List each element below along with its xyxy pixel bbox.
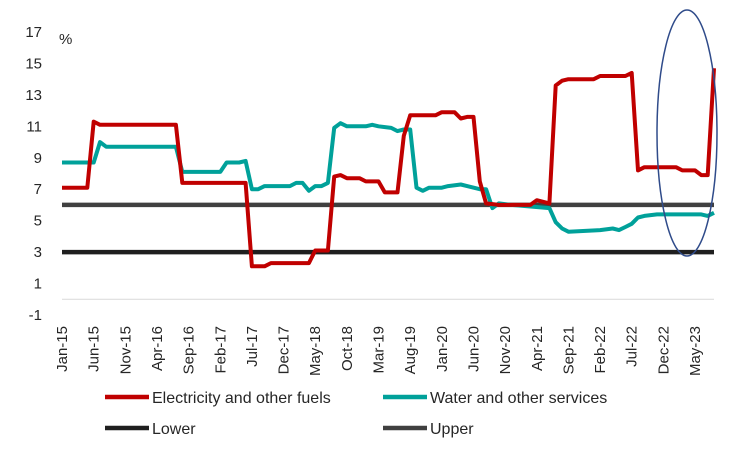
x-axis: Jan-15 Jun-15 Nov-15 Apr-16 Sep-16 Feb-17 Jul-…: [54, 326, 704, 376]
x-tick-label: Jul-22: [624, 326, 641, 367]
legend-label: Upper: [430, 421, 474, 438]
legend-label: Electricity and other fuels: [152, 390, 331, 407]
x-tick-label: Aug-19: [402, 326, 419, 374]
legend-label: Lower: [152, 421, 196, 438]
x-tick-label: Jul-17: [244, 326, 261, 367]
x-tick-label: Jan-20: [434, 326, 451, 372]
y-tick-label: 5: [34, 213, 42, 230]
legend: Electricity and other fuels Water and oth…: [105, 390, 607, 438]
x-tick-label: Sep-21: [560, 326, 577, 374]
x-tick-label: Sep-16: [181, 326, 198, 374]
x-tick-label: Jan-15: [54, 326, 71, 372]
x-tick-label: Jun-15: [86, 326, 103, 372]
x-tick-label: May-18: [307, 326, 324, 376]
legend-label: Water and other services: [430, 390, 607, 407]
x-tick-label: Mar-19: [371, 326, 388, 374]
y-tick-label: 11: [26, 118, 42, 135]
x-tick-label: Dec-22: [655, 326, 672, 374]
series-line-electricity-and-other-fuels: [62, 68, 716, 269]
x-tick-label: Oct-18: [339, 326, 356, 371]
x-tick-label: Feb-17: [212, 326, 229, 374]
y-axis-unit-label: %: [59, 31, 72, 48]
x-tick-label: Dec-17: [276, 326, 293, 374]
y-tick-label: 17: [25, 24, 42, 41]
y-tick-label: 1: [34, 276, 42, 293]
x-tick-label: Feb-22: [592, 326, 609, 374]
highlight-ellipse: [656, 9, 718, 257]
series-layer: [62, 68, 716, 269]
x-tick-label: Jun-20: [465, 326, 482, 372]
x-tick-label: Apr-21: [529, 326, 546, 371]
x-tick-label: May-23: [687, 326, 704, 376]
y-tick-label: 7: [34, 181, 42, 198]
x-tick-label: Nov-20: [497, 326, 514, 374]
y-tick-label: 9: [34, 150, 42, 167]
y-tick-label: -1: [29, 307, 42, 324]
x-tick-label: Apr-16: [149, 326, 166, 371]
y-tick-label: 3: [34, 244, 42, 261]
y-tick-label: 13: [25, 87, 42, 104]
y-tick-label: 15: [25, 55, 42, 72]
series-line-water-and-other-services: [62, 121, 715, 234]
x-tick-label: Nov-15: [117, 326, 134, 374]
